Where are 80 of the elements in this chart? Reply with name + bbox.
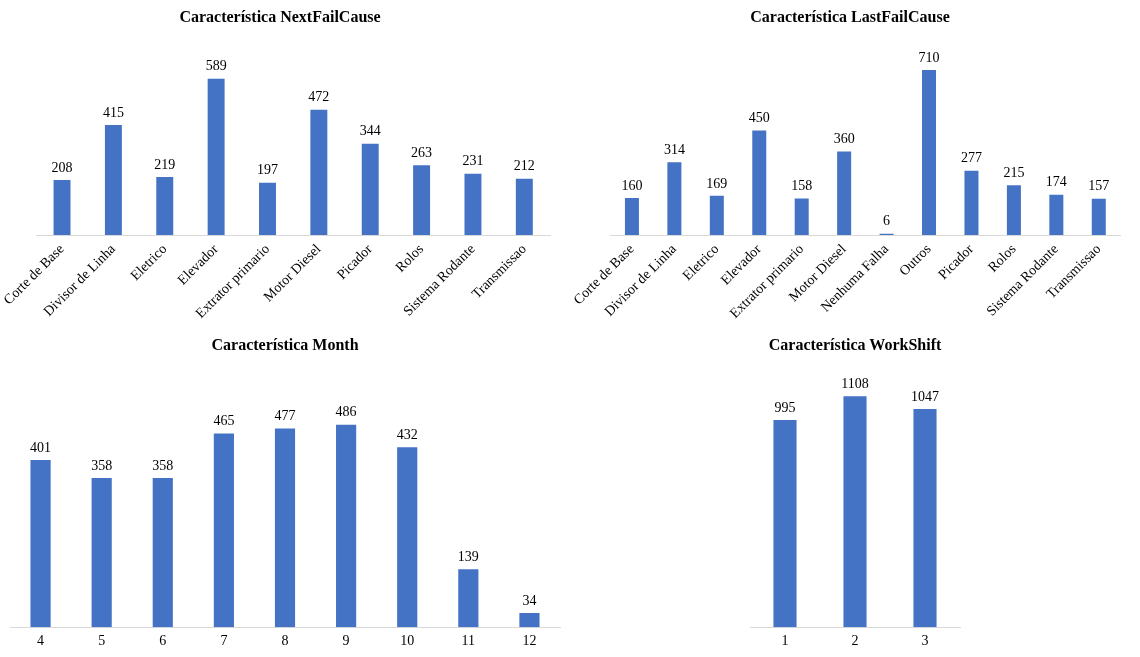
bar xyxy=(53,179,71,236)
x-tick-label: 4 xyxy=(37,633,45,649)
data-label: 432 xyxy=(396,426,418,442)
x-tick-label: 6 xyxy=(159,633,167,649)
data-label: 6 xyxy=(883,213,891,229)
bar xyxy=(1006,185,1021,236)
data-label: 465 xyxy=(213,413,235,429)
bar xyxy=(91,478,112,628)
bar xyxy=(709,195,724,236)
x-tick-label: 10 xyxy=(400,633,415,649)
bar xyxy=(794,198,809,236)
data-label: 344 xyxy=(359,123,381,139)
bar xyxy=(213,433,234,628)
data-label: 360 xyxy=(833,131,855,147)
bar xyxy=(104,124,122,236)
data-label: 995 xyxy=(774,399,796,415)
x-tick-label: 5 xyxy=(98,633,106,649)
data-label: 277 xyxy=(960,150,982,166)
data-label: 208 xyxy=(51,159,73,175)
data-label: 358 xyxy=(152,457,174,473)
bar xyxy=(837,151,852,236)
bar xyxy=(922,70,937,236)
bar xyxy=(1049,194,1064,236)
x-tick-label: 11 xyxy=(461,633,476,649)
data-label: 1108 xyxy=(841,376,869,392)
data-label: 358 xyxy=(91,457,113,473)
bar xyxy=(361,143,379,236)
data-label: 1047 xyxy=(911,388,939,404)
data-label: 34 xyxy=(522,592,537,608)
data-label: 219 xyxy=(154,156,176,172)
bar xyxy=(152,478,173,628)
bar xyxy=(310,109,328,236)
bar xyxy=(667,162,682,236)
data-label: 314 xyxy=(663,141,685,157)
chart-title: Característica LastFailCause xyxy=(750,7,950,25)
bar xyxy=(156,176,174,236)
data-label: 212 xyxy=(513,158,535,174)
x-tick-label: 12 xyxy=(522,633,537,649)
chart-title: Característica Month xyxy=(211,335,359,353)
chart-title: Característica WorkShift xyxy=(768,335,942,353)
chart-title: Característica NextFailCause xyxy=(179,7,381,25)
bar xyxy=(274,428,296,628)
data-label: 158 xyxy=(791,178,813,194)
data-label: 477 xyxy=(274,408,296,424)
data-label: 401 xyxy=(30,439,52,455)
data-label: 169 xyxy=(706,175,728,191)
data-label: 589 xyxy=(205,58,227,74)
data-label: 263 xyxy=(411,144,433,160)
x-tick-label: 9 xyxy=(342,633,350,649)
data-label: 450 xyxy=(748,110,770,126)
data-label: 157 xyxy=(1088,178,1110,194)
x-tick-label: 7 xyxy=(220,633,228,649)
bar xyxy=(519,613,540,628)
data-label: 197 xyxy=(256,162,278,178)
data-label: 215 xyxy=(1003,164,1025,180)
bar xyxy=(336,424,357,628)
bar xyxy=(458,569,479,628)
data-label: 415 xyxy=(102,104,124,120)
bar xyxy=(624,197,639,236)
data-label: 231 xyxy=(462,153,484,169)
bar xyxy=(259,182,276,236)
data-label: 486 xyxy=(335,404,357,420)
data-label: 139 xyxy=(457,548,479,564)
bar xyxy=(515,178,533,236)
bar xyxy=(464,173,482,236)
x-tick-label: 1 xyxy=(781,633,789,649)
bar xyxy=(1091,198,1106,236)
data-label: 174 xyxy=(1045,174,1067,190)
bar xyxy=(752,130,767,236)
x-tick-label: 8 xyxy=(281,633,289,649)
x-tick-label: 3 xyxy=(921,633,929,649)
bar xyxy=(30,460,51,628)
bar xyxy=(397,447,418,628)
bar xyxy=(964,170,979,236)
x-tick-label: 2 xyxy=(851,633,859,649)
data-label: 472 xyxy=(308,89,330,105)
data-label: 710 xyxy=(918,49,940,65)
bar xyxy=(207,78,225,236)
data-label: 160 xyxy=(621,177,643,193)
bar xyxy=(413,165,431,236)
